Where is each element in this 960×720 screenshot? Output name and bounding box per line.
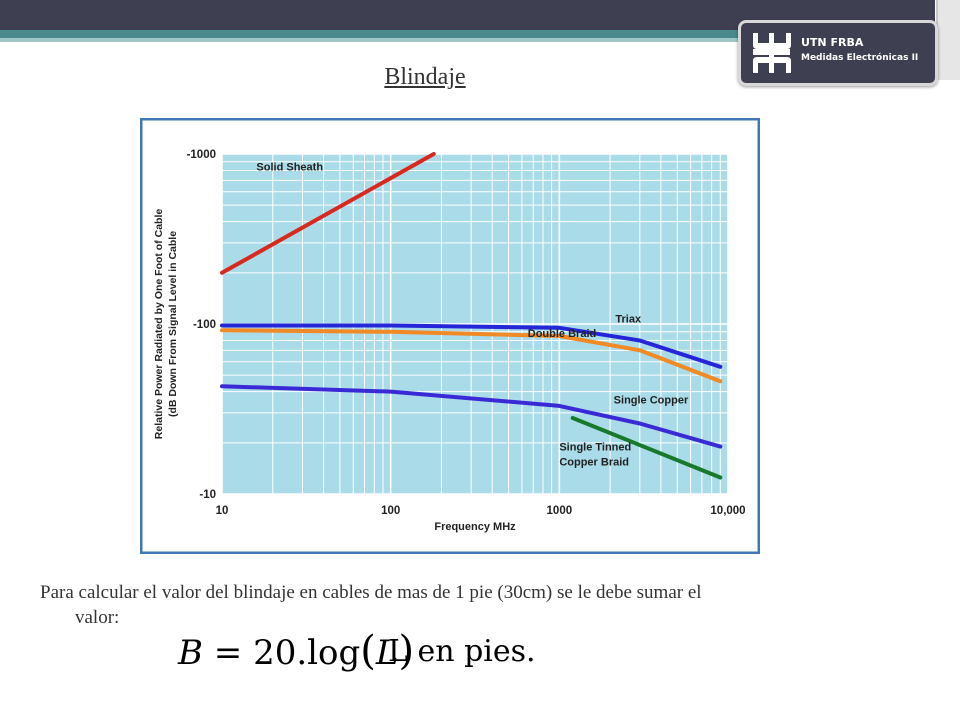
caption-line2: valor:: [75, 607, 120, 628]
series-label: Double Braid: [528, 328, 596, 340]
y-tick-label: -100: [193, 319, 216, 331]
x-tick-label: 1000: [547, 505, 573, 517]
logo-title: UTN FRBA: [801, 36, 864, 49]
caption-text: Para calcular el valor del blindaje en c…: [40, 580, 920, 630]
series-label: Solid Sheath: [256, 161, 323, 173]
slide-title: Blindaje: [384, 64, 466, 90]
series-label-line: Single Copper: [614, 395, 689, 407]
utn-logo: UTN FRBA Medidas Electrónicas II: [738, 20, 938, 86]
shielding-chart: Solid Sheath Triax Double Braid Single Copp…: [140, 118, 760, 554]
y-axis-label-line1: Relative Power Radiated by One Foot of C…: [153, 209, 165, 440]
formula-eq: = 20.log: [203, 633, 361, 673]
series-label-line: Copper Braid: [559, 457, 629, 469]
series-line: [220, 384, 723, 449]
series-label-line: Single Tinned: [559, 442, 631, 454]
series-line: [220, 323, 723, 369]
y-tick-label: -1000: [187, 149, 216, 161]
formula-lhs: B: [178, 633, 203, 673]
series-line: [570, 416, 723, 480]
series-label: Single Copper: [614, 395, 689, 407]
formula-close-paren: ): [398, 628, 415, 674]
series-label: Triax: [615, 314, 642, 326]
x-tick-label: 10: [216, 505, 229, 517]
caption-line1: Para calcular el valor del blindaje en c…: [40, 582, 702, 603]
formula-open-paren: (: [360, 628, 376, 674]
x-axis-label: Frequency MHz: [434, 521, 516, 533]
utn-emblem-icon: [753, 33, 791, 73]
formula: B = 20.log(L): [178, 628, 414, 674]
series-label: Single Tinned Copper Braid: [559, 442, 631, 469]
series-label-line: Solid Sheath: [256, 161, 323, 173]
formula-arg: L: [375, 633, 399, 673]
chart-series: [220, 152, 723, 480]
formula-unit: L en pies.: [388, 634, 536, 669]
y-tick-label: -10: [199, 489, 216, 501]
series-labels: Solid Sheath Triax Double Braid Single Copp…: [256, 161, 689, 468]
logo-subtitle: Medidas Electrónicas II: [801, 53, 919, 63]
series-label-line: Double Braid: [528, 328, 596, 340]
header-accent-stripe-light: [0, 38, 935, 42]
series-label-line: Triax: [615, 314, 642, 326]
x-tick-label: 10,000: [710, 505, 745, 517]
axis-ticks: 10 100 1000 10,000 -1000 -100 -10: [187, 149, 746, 517]
series-line: [220, 152, 436, 275]
header-accent-stripe: [0, 30, 935, 38]
x-tick-label: 100: [381, 505, 400, 517]
series-line: [220, 328, 723, 384]
header-side-bar: [936, 0, 960, 80]
y-axis-label-line2: (dB Down From Signal Level in Cable: [167, 231, 179, 417]
